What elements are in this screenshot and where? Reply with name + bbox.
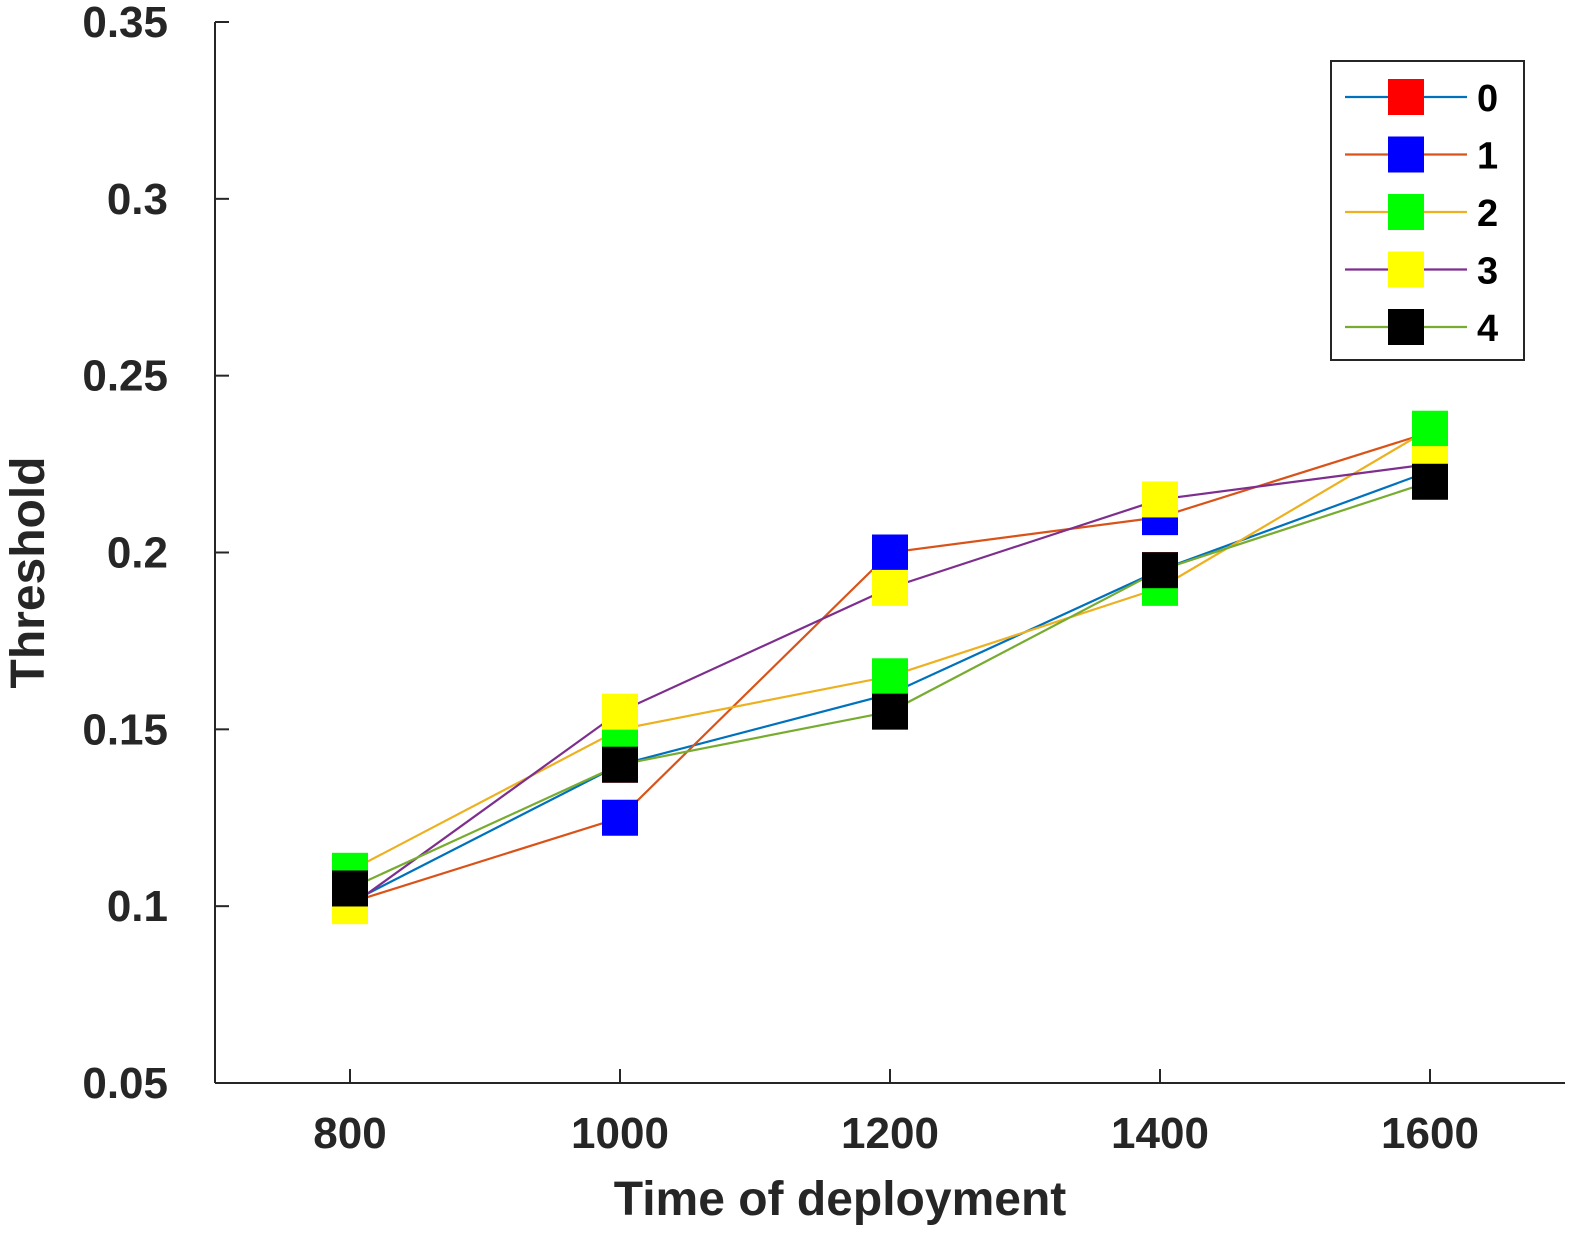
x-tick-label: 1000 [571,1109,669,1158]
x-tick-label: 1400 [1111,1109,1209,1158]
y-axis-title: Threshold [2,456,55,688]
data-point-4-800 [332,870,368,907]
data-point-4-1200 [872,693,908,730]
data-point-3-1200 [872,569,908,606]
legend-label-3: 3 [1477,251,1498,293]
legend: 0 1 2 3 4 [1330,60,1525,361]
y-tick-label: 0.2 [107,529,168,578]
legend-label-2: 2 [1477,193,1498,235]
legend-box [1330,60,1525,361]
data-point-4-1600 [1412,463,1448,500]
legend-label-1: 1 [1477,136,1498,178]
data-point-3-1000 [602,693,638,730]
legend-marker-2 [1388,194,1424,230]
y-tick-label: 0.05 [82,1059,168,1108]
y-tick-label: 0.35 [82,0,168,47]
x-tick-label: 800 [313,1109,386,1158]
y-tick-label: 0.3 [107,175,168,224]
legend-label-4: 4 [1477,308,1498,350]
series-line-2 [349,427,1431,872]
data-point-2-1200 [872,658,908,695]
x-axis-title: Time of deployment [614,1173,1067,1226]
legend-marker-0 [1388,79,1424,115]
data-point-4-1400 [1142,552,1178,589]
legend-marker-3 [1388,251,1424,288]
y-tick-label: 0.1 [107,882,168,931]
series-markers [332,410,1448,925]
data-point-4-1000 [602,746,638,783]
x-tick-label: 1600 [1381,1109,1479,1158]
legend-marker-4 [1388,309,1424,345]
data-point-1-1000 [602,799,638,836]
data-point-2-1600 [1412,410,1448,447]
data-point-3-1400 [1142,481,1178,518]
legend-marker-1 [1388,136,1424,173]
y-tick-label: 0.25 [82,352,168,401]
y-tick-label: 0.15 [82,705,168,754]
data-point-1-1200 [872,534,908,571]
x-tick-label: 1200 [841,1109,939,1158]
legend-label-0: 0 [1477,78,1498,120]
